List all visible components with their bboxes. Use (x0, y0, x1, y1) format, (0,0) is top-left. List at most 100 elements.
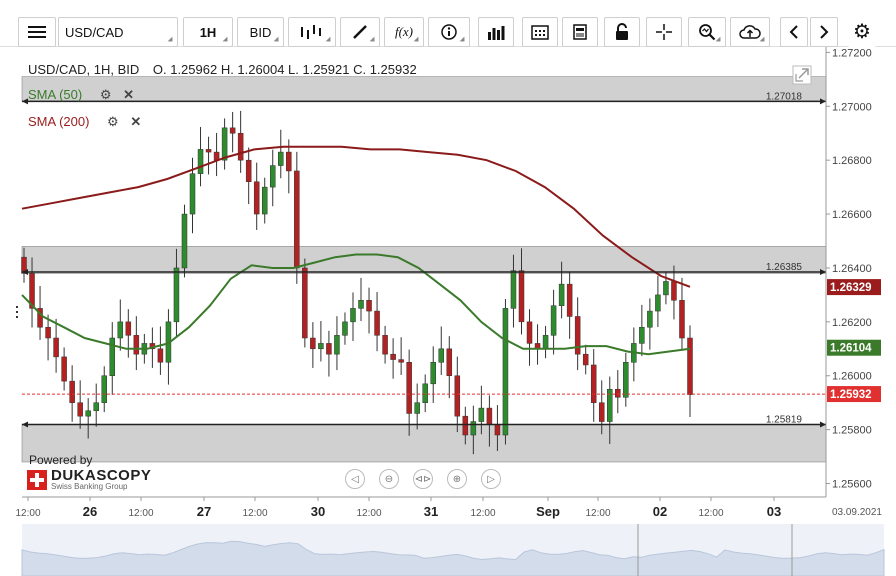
chart-type-button[interactable] (288, 17, 336, 47)
candle-body (77, 402, 83, 417)
candle-body (358, 300, 364, 309)
back-button[interactable] (780, 17, 808, 47)
candle-body (205, 149, 212, 153)
sma-200-settings-icon[interactable]: ⚙ (107, 114, 119, 129)
forward-icon (820, 25, 829, 39)
x-tick-label: 30 (311, 504, 325, 519)
candle-body (181, 213, 188, 269)
candle-body (414, 402, 420, 414)
function-icon: f(x) (394, 24, 414, 39)
instrument-selector[interactable]: USD/CAD (58, 17, 178, 47)
zone-band (21, 423, 827, 463)
candle-body (133, 335, 140, 355)
y-tick-label: 1.25600 (832, 479, 872, 491)
y-tick-label: 1.25800 (832, 425, 872, 437)
timeframe-selector[interactable]: 1H (183, 17, 233, 47)
scroll-right-button[interactable]: ▷ (481, 469, 501, 489)
x-tick-label: 26 (83, 504, 97, 519)
expand-icon[interactable] (792, 65, 812, 85)
candle-body (390, 353, 396, 360)
candle-body (462, 415, 469, 436)
back-icon (789, 25, 798, 39)
forward-button[interactable] (810, 17, 838, 47)
toolbar: USD/CAD 1H BID f(x) ⚙ (0, 0, 896, 47)
y-tick-label: 1.26600 (832, 209, 872, 221)
y-tick-label: 1.26200 (832, 317, 872, 329)
ohlc-values: O. 1.25962 H. 1.26004 L. 1.25921 C. 1.25… (152, 62, 417, 77)
upload-icon (739, 25, 761, 39)
zoom-out-button[interactable]: ⊖ (379, 469, 399, 489)
sma-200-line (21, 145, 691, 288)
candle-body (550, 305, 557, 336)
zoom-in-button[interactable]: ⊕ (447, 469, 467, 489)
x-tick-label: 27 (197, 504, 211, 519)
zoom-button[interactable] (688, 17, 726, 47)
lock-icon (616, 23, 628, 40)
arrow-left-icon (22, 98, 28, 105)
swiss-cross-icon (27, 469, 47, 490)
candle-body (607, 388, 613, 422)
brand-name: DUKASCOPY (51, 467, 152, 484)
candle-body (598, 402, 605, 422)
arrow-right-icon (820, 98, 826, 105)
symbol-line: USD/CAD, 1H, BID (28, 62, 140, 77)
candle-body (213, 151, 220, 161)
fit-button[interactable]: ⊲⊳ (413, 469, 433, 489)
candle-body (21, 256, 27, 274)
candle-body (406, 362, 412, 414)
triangle-right-icon: ▷ (487, 473, 495, 485)
indicators-button[interactable]: f(x) (384, 17, 424, 47)
candle-body (221, 127, 228, 161)
scroll-left-button[interactable]: ◁ (345, 469, 365, 489)
crosshair-button[interactable] (646, 17, 682, 47)
candle-body (542, 335, 549, 350)
candle-body (430, 362, 436, 385)
price-tag-label: 1.25932 (830, 389, 872, 401)
drag-handle[interactable] (16, 306, 18, 318)
candle-body (342, 321, 348, 336)
lock-button[interactable] (604, 17, 640, 47)
candle-body (29, 273, 35, 309)
price-tag-label: 1.26104 (830, 343, 872, 355)
settings-button[interactable]: ⚙ (848, 17, 876, 47)
candle-body (245, 159, 252, 182)
volume-button[interactable] (478, 17, 514, 47)
zone-band (21, 246, 827, 274)
y-tick-label: 1.27000 (832, 101, 872, 113)
x-tick-label: 12:00 (356, 508, 381, 519)
x-tick-label: Sep (536, 504, 560, 519)
calendar-button[interactable] (522, 17, 558, 47)
sma-50-close-icon[interactable]: ✕ (123, 87, 134, 102)
arrow-left-icon (22, 269, 28, 275)
level-label: 1.27018 (766, 91, 803, 102)
candle-body (366, 300, 372, 312)
sma-200-close-icon[interactable]: ✕ (130, 114, 142, 129)
candle-body (446, 348, 453, 376)
candle-body (502, 308, 509, 436)
info-button[interactable] (428, 17, 470, 47)
candle-body (582, 353, 589, 366)
candle-body (286, 151, 292, 172)
candle-body (237, 132, 244, 161)
candle-body (334, 335, 340, 355)
candle-body (294, 170, 300, 269)
x-tick-label: 12:00 (15, 508, 40, 519)
candle-body (310, 337, 316, 350)
candle-body (663, 281, 669, 296)
draw-button[interactable] (340, 17, 380, 47)
side-label: BID (249, 24, 272, 40)
sma-50-settings-icon[interactable]: ⚙ (99, 87, 112, 102)
candle-body (647, 310, 653, 328)
candle-body (494, 423, 501, 436)
candle-body (302, 267, 308, 339)
x-axis-end-label: 03.09.2021 (832, 507, 882, 518)
report-button[interactable] (562, 17, 598, 47)
brand-tagline: Swiss Banking Group (51, 482, 128, 491)
upload-button[interactable] (730, 17, 770, 47)
x-tick-label: 12:00 (128, 508, 153, 519)
candle-body (253, 181, 260, 215)
menu-button[interactable] (18, 17, 56, 47)
level-label: 1.26385 (766, 262, 803, 273)
side-selector[interactable]: BID (237, 17, 284, 47)
